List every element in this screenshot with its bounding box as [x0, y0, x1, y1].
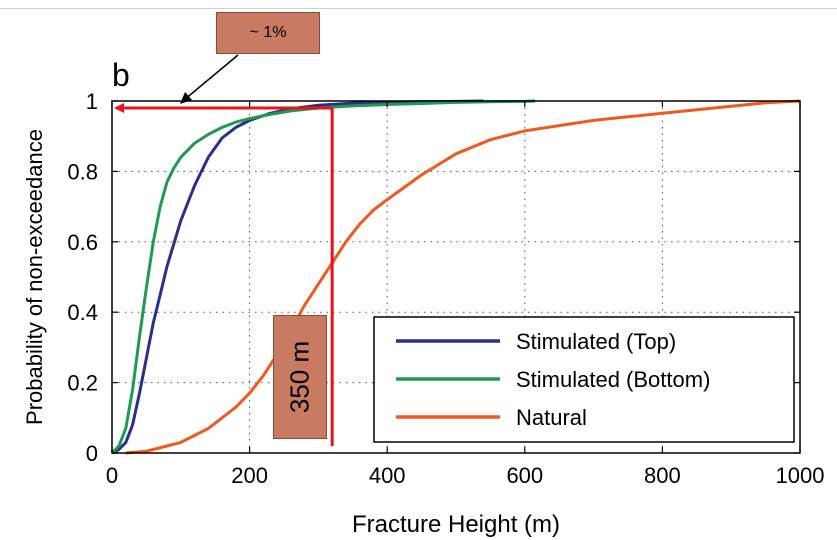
series-group — [110, 99, 801, 455]
series-line-stimulated-top — [111, 99, 484, 455]
x-tick-label: 800 — [644, 463, 681, 488]
series-line-stimulated-bottom — [110, 99, 536, 455]
series-line-natural — [125, 99, 801, 455]
percent-callout: ~ 1% — [216, 12, 320, 54]
legend-entry: Natural — [516, 405, 587, 430]
horizontal-marker-arrowhead — [114, 103, 124, 114]
annotation-lines — [114, 54, 334, 446]
height-callout-text: 350 m — [284, 340, 315, 414]
y-tick-label: 0.2 — [67, 371, 98, 396]
height-callout: 350 m — [273, 315, 327, 439]
y-tick-label: 0.4 — [67, 300, 98, 325]
y-tick-label: 0.6 — [67, 230, 98, 255]
x-tick-label: 400 — [369, 463, 406, 488]
legend-entry: Stimulated (Bottom) — [516, 367, 710, 392]
top-divider — [0, 8, 837, 9]
callout-pointer-arrowhead — [180, 92, 192, 104]
legend: Stimulated (Top) Stimulated (Bottom) Natur… — [373, 316, 795, 443]
y-tick-label: 0.8 — [67, 159, 98, 184]
axis-ticks: 0 200 400 600 800 1000 0 0.2 0.4 0.6 0.8 1 — [67, 89, 824, 488]
x-tick-label: 0 — [106, 463, 118, 488]
y-tick-label: 1 — [86, 89, 98, 114]
x-tick-label: 600 — [506, 463, 543, 488]
y-tick-label: 0 — [86, 441, 98, 466]
callout-pointer-line — [183, 54, 239, 101]
legend-entry: Stimulated (Top) — [516, 329, 676, 354]
y-axis-label: Probability of non-exceedance — [22, 129, 47, 425]
plot-frame — [111, 100, 801, 454]
panel-label: b — [112, 57, 130, 93]
x-axis-label: Fracture Height (m) — [352, 511, 560, 538]
x-tick-label: 1000 — [776, 463, 825, 488]
x-tick-label: 200 — [231, 463, 268, 488]
